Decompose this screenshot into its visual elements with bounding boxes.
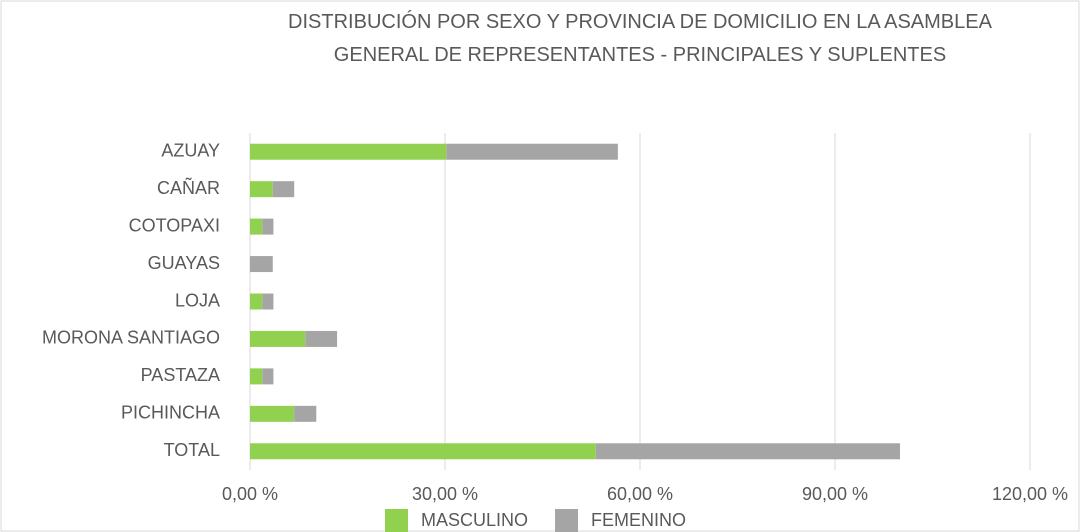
y-tick-label: TOTAL xyxy=(164,440,220,460)
bar xyxy=(272,181,295,198)
x-tick-label: 30,00 % xyxy=(412,484,478,504)
bar xyxy=(250,256,273,273)
bar xyxy=(250,330,306,347)
legend-label: MASCULINO xyxy=(421,510,528,530)
x-tick-label: 90,00 % xyxy=(802,484,868,504)
bar xyxy=(262,368,274,385)
y-tick-label: AZUAY xyxy=(161,140,220,160)
bar xyxy=(446,143,618,160)
bar xyxy=(262,293,274,310)
y-tick-label: CAÑAR xyxy=(157,177,220,198)
bar xyxy=(305,330,338,347)
bar xyxy=(250,143,447,160)
y-tick-label: PASTAZA xyxy=(141,365,220,385)
bar xyxy=(250,405,295,422)
bar xyxy=(250,368,263,385)
bar xyxy=(250,218,263,235)
y-tick-label: GUAYAS xyxy=(148,253,220,273)
y-tick-label: LOJA xyxy=(175,290,220,310)
bar xyxy=(250,181,273,198)
x-tick-label: 60,00 % xyxy=(607,484,673,504)
bar xyxy=(262,218,274,235)
y-tick-label: MORONA SANTIAGO xyxy=(42,328,220,348)
bar xyxy=(250,293,263,310)
chart-title: DISTRIBUCIÓN POR SEXO Y PROVINCIA DE DOM… xyxy=(288,11,992,66)
legend-swatch xyxy=(385,509,408,532)
bar xyxy=(250,443,596,460)
y-tick-label: PICHINCHA xyxy=(121,403,220,423)
legend-swatch xyxy=(555,509,579,532)
bar xyxy=(595,443,900,460)
legend-label: FEMENINO xyxy=(591,510,686,530)
bar xyxy=(294,405,317,422)
x-tick-label: 0,00 % xyxy=(222,484,278,504)
x-tick-label: 120,00 % xyxy=(992,484,1068,504)
y-tick-label: COTOPAXI xyxy=(129,215,220,235)
